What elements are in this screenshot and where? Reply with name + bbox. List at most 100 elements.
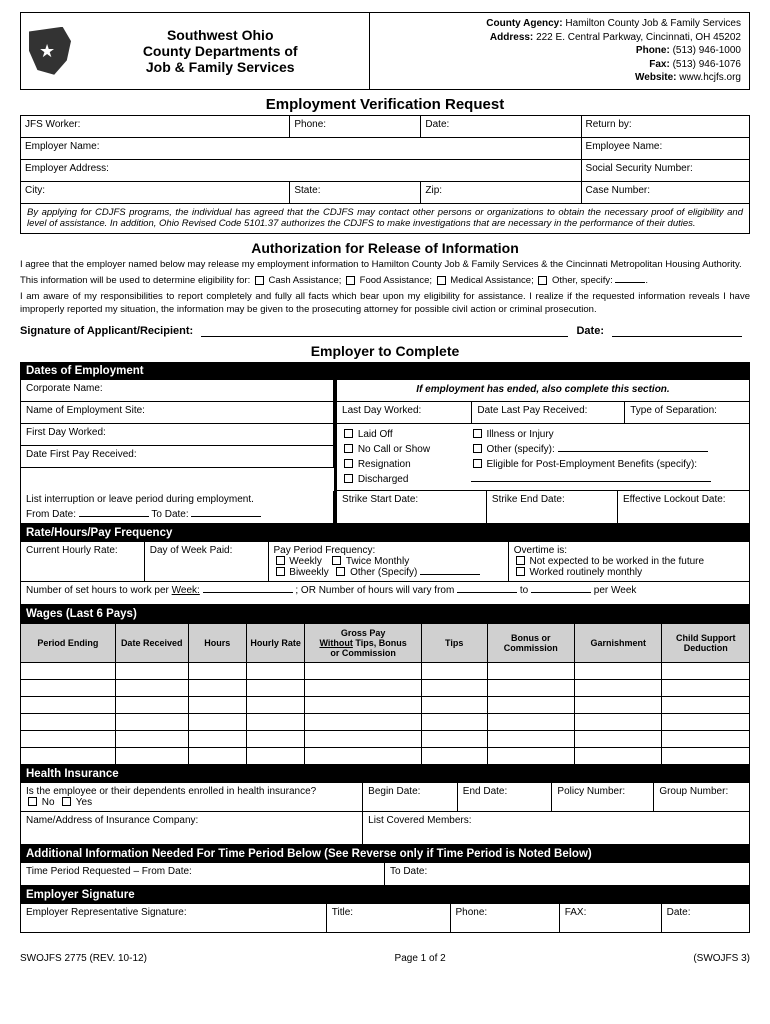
col-gross: Gross PayWithout Tips, Bonusor Commissio… bbox=[305, 623, 422, 662]
org-title: Southwest Ohio County Departments of Job… bbox=[79, 27, 361, 75]
phone-field[interactable]: Phone: bbox=[290, 116, 421, 138]
cash-checkbox[interactable] bbox=[255, 276, 264, 285]
corporate-name-field[interactable]: Corporate Name: bbox=[21, 380, 334, 402]
header-left: ★ Southwest Ohio County Departments of J… bbox=[21, 13, 370, 89]
addl-section: Time Period Requested – From Date: To Da… bbox=[20, 863, 750, 886]
table-row bbox=[21, 679, 750, 696]
illness-checkbox[interactable] bbox=[473, 429, 482, 438]
begin-date-field[interactable]: Begin Date: bbox=[363, 783, 458, 812]
health-enrolled-field: Is the employee or their dependents enro… bbox=[21, 783, 363, 812]
request-fields: JFS Worker: Phone: Date: Return by: Empl… bbox=[20, 115, 750, 204]
rate-section: Current Hourly Rate: Day of Week Paid: P… bbox=[20, 542, 750, 605]
other-freq-checkbox[interactable] bbox=[336, 567, 345, 576]
col-hours: Hours bbox=[188, 623, 246, 662]
footer-right: (SWOJFS 3) bbox=[693, 953, 750, 964]
case-number-field[interactable]: Case Number: bbox=[582, 182, 749, 204]
rep-phone-field[interactable]: Phone: bbox=[451, 904, 560, 932]
date-field[interactable]: Date: bbox=[421, 116, 581, 138]
resignation-checkbox[interactable] bbox=[344, 459, 353, 468]
health-bar: Health Insurance bbox=[20, 765, 750, 783]
covered-field[interactable]: List Covered Members: bbox=[363, 812, 749, 844]
weekly-checkbox[interactable] bbox=[276, 556, 285, 565]
biweekly-checkbox[interactable] bbox=[276, 567, 285, 576]
pay-freq-field: Pay Period Frequency: Weekly Twice Month… bbox=[269, 542, 509, 582]
col-garnish: Garnishment bbox=[574, 623, 661, 662]
footer: SWOJFS 2775 (REV. 10-12) Page 1 of 2 (SW… bbox=[20, 953, 750, 964]
table-row bbox=[21, 730, 750, 747]
rep-fax-field[interactable]: FAX: bbox=[560, 904, 662, 932]
interruption-field[interactable]: List interruption or leave period during… bbox=[21, 491, 334, 523]
form-title: Employment Verification Request bbox=[20, 96, 750, 113]
hourly-rate-field[interactable]: Current Hourly Rate: bbox=[21, 542, 145, 582]
last-day-field[interactable]: Last Day Worked: bbox=[334, 402, 472, 424]
table-row bbox=[21, 696, 750, 713]
rep-date-field[interactable]: Date: bbox=[662, 904, 749, 932]
signature-date-field[interactable] bbox=[612, 325, 742, 337]
discharged-checkbox[interactable] bbox=[344, 474, 353, 483]
employee-name-field[interactable]: Employee Name: bbox=[582, 138, 749, 160]
twice-checkbox[interactable] bbox=[332, 556, 341, 565]
applicant-signature-field[interactable] bbox=[201, 325, 568, 337]
hours-line[interactable]: Number of set hours to work per Week: ; … bbox=[21, 582, 749, 604]
strike-end-field[interactable]: Strike End Date: bbox=[487, 491, 618, 523]
signature-line: Signature of Applicant/Recipient: Date: bbox=[20, 325, 750, 337]
health-no-checkbox[interactable] bbox=[28, 797, 37, 806]
first-day-field[interactable]: First Day Worked: bbox=[21, 424, 334, 446]
health-section: Is the employee or their dependents enro… bbox=[20, 783, 750, 845]
zip-field[interactable]: Zip: bbox=[421, 182, 581, 204]
city-field[interactable]: City: bbox=[21, 182, 290, 204]
col-rate: Hourly Rate bbox=[246, 623, 304, 662]
ins-name-field[interactable]: Name/Address of Insurance Company: bbox=[21, 812, 363, 844]
strike-start-field[interactable]: Strike Start Date: bbox=[334, 491, 487, 523]
col-bonus: Bonus or Commission bbox=[487, 623, 574, 662]
jfs-worker-field[interactable]: JFS Worker: bbox=[21, 116, 290, 138]
group-field[interactable]: Group Number: bbox=[654, 783, 749, 812]
employer-complete-title: Employer to Complete bbox=[20, 343, 750, 359]
auth-title: Authorization for Release of Information bbox=[20, 240, 750, 256]
col-received: Date Received bbox=[115, 623, 188, 662]
state-field[interactable]: State: bbox=[290, 182, 421, 204]
table-row bbox=[21, 747, 750, 764]
table-row bbox=[21, 662, 750, 679]
dates-bar: Dates of Employment bbox=[20, 362, 750, 380]
ssn-field[interactable]: Social Security Number: bbox=[582, 160, 749, 182]
date-first-pay-field[interactable]: Date First Pay Received: bbox=[21, 446, 334, 468]
food-checkbox[interactable] bbox=[346, 276, 355, 285]
eligible-checkbox[interactable] bbox=[473, 459, 482, 468]
policy-field[interactable]: Policy Number: bbox=[552, 783, 654, 812]
not-expected-checkbox[interactable] bbox=[516, 556, 525, 565]
end-date-field[interactable]: End Date: bbox=[458, 783, 553, 812]
rep-sig-field[interactable]: Employer Representative Signature: bbox=[21, 904, 327, 932]
other-checkbox[interactable] bbox=[538, 276, 547, 285]
employer-name-field[interactable]: Employer Name: bbox=[21, 138, 582, 160]
time-to-field[interactable]: To Date: bbox=[385, 863, 749, 885]
rep-title-field[interactable]: Title: bbox=[327, 904, 451, 932]
health-yes-checkbox[interactable] bbox=[62, 797, 71, 806]
overtime-field: Overtime is: Not expected to be worked i… bbox=[509, 542, 749, 582]
disclaimer-text: By applying for CDJFS programs, the indi… bbox=[20, 204, 750, 235]
footer-center: Page 1 of 2 bbox=[395, 953, 446, 964]
auth-p1: I agree that the employer named below ma… bbox=[20, 259, 750, 272]
ohio-logo-icon: ★ bbox=[29, 27, 71, 75]
site-name-field[interactable]: Name of Employment Site: bbox=[21, 402, 334, 424]
lockout-field[interactable]: Effective Lockout Date: bbox=[618, 491, 749, 523]
table-row bbox=[21, 713, 750, 730]
dates-section: Corporate Name: If employment has ended,… bbox=[20, 380, 750, 524]
col-tips: Tips bbox=[421, 623, 487, 662]
return-by-field[interactable]: Return by: bbox=[582, 116, 749, 138]
laidoff-checkbox[interactable] bbox=[344, 429, 353, 438]
agency-info: County Agency: Hamilton County Job & Fam… bbox=[370, 13, 749, 89]
time-from-field[interactable]: Time Period Requested – From Date: bbox=[21, 863, 385, 885]
ended-header: If employment has ended, also complete t… bbox=[334, 380, 749, 402]
employer-address-field[interactable]: Employer Address: bbox=[21, 160, 582, 182]
auth-p2: This information will be used to determi… bbox=[20, 275, 750, 288]
type-sep-field[interactable]: Type of Separation: bbox=[625, 402, 749, 424]
wages-table: Period Ending Date Received Hours Hourly… bbox=[20, 623, 750, 765]
nocall-checkbox[interactable] bbox=[344, 444, 353, 453]
medical-checkbox[interactable] bbox=[437, 276, 446, 285]
date-last-pay-field[interactable]: Date Last Pay Received: bbox=[472, 402, 625, 424]
day-paid-field[interactable]: Day of Week Paid: bbox=[145, 542, 269, 582]
other-sep-checkbox[interactable] bbox=[473, 444, 482, 453]
empsig-bar: Employer Signature bbox=[20, 886, 750, 904]
routinely-checkbox[interactable] bbox=[516, 567, 525, 576]
